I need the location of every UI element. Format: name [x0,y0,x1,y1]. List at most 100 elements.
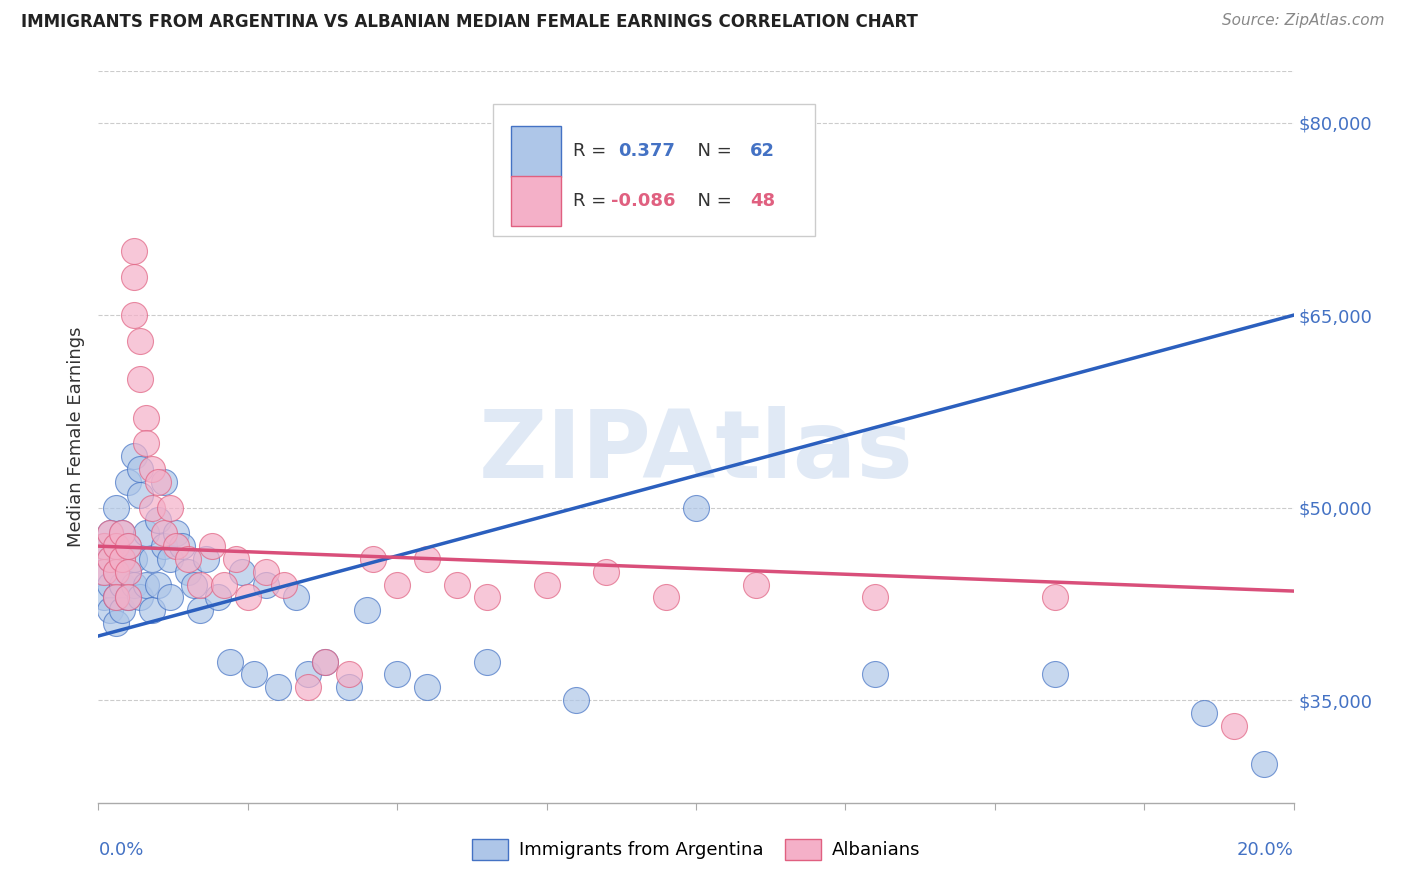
Point [111,526,134,541]
Point [148,577,170,591]
Point [141,552,163,566]
Point [111,552,134,566]
Point [141,462,163,476]
Point [105,539,128,553]
Point [416,681,439,695]
Point [135,526,157,541]
Point [98,526,122,541]
Point [165,526,187,541]
Point [416,552,439,566]
Text: ZIPAtlas: ZIPAtlas [478,406,914,498]
Point [153,475,176,489]
Point [124,577,146,591]
Point [111,603,134,617]
Point [117,475,139,489]
Point [124,450,146,464]
Point [172,539,194,553]
Point [117,591,139,605]
Point [98,577,122,591]
Point [105,591,128,605]
Point [183,577,205,591]
Point [105,565,128,579]
Point [148,514,170,528]
Text: R =: R = [572,143,617,161]
Point [93,591,115,605]
Point [188,577,211,591]
Point [201,539,224,553]
Point [315,655,337,669]
Point [117,565,139,579]
Point [475,591,498,605]
Point [243,667,266,681]
Point [124,552,146,566]
FancyBboxPatch shape [494,104,815,235]
Point [153,539,176,553]
Point [195,552,218,566]
Point [135,436,157,450]
Point [105,616,128,631]
Point [111,526,134,541]
Point [225,552,247,566]
Point [141,500,163,515]
Text: IMMIGRANTS FROM ARGENTINA VS ALBANIAN MEDIAN FEMALE EARNINGS CORRELATION CHART: IMMIGRANTS FROM ARGENTINA VS ALBANIAN ME… [21,13,918,31]
FancyBboxPatch shape [510,126,561,177]
Point [98,603,122,617]
Point [655,591,678,605]
Point [141,603,163,617]
Point [105,565,128,579]
Point [219,655,242,669]
Point [446,577,468,591]
Point [111,552,134,566]
Point [356,603,378,617]
Point [105,539,128,553]
Point [98,552,122,566]
Point [1223,719,1246,733]
Y-axis label: Median Female Earnings: Median Female Earnings [66,326,84,548]
Point [188,603,211,617]
Point [117,539,139,553]
Point [207,591,229,605]
Point [212,577,235,591]
Point [273,577,295,591]
Point [117,539,139,553]
Point [148,475,170,489]
Point [254,565,277,579]
Point [159,500,181,515]
Point [1253,757,1275,772]
Point [1043,667,1066,681]
Point [105,500,128,515]
Point [339,681,361,695]
Point [231,565,253,579]
Point [129,488,152,502]
Point [297,681,319,695]
Text: 0.377: 0.377 [619,143,675,161]
Point [117,591,139,605]
Point [685,500,707,515]
Point [105,591,128,605]
Point [129,334,152,348]
Point [1043,591,1066,605]
Point [745,577,768,591]
Point [475,655,498,669]
Point [536,577,558,591]
Point [385,667,409,681]
Point [236,591,259,605]
Text: -0.086: -0.086 [612,192,676,211]
Point [93,565,115,579]
Text: Source: ZipAtlas.com: Source: ZipAtlas.com [1222,13,1385,29]
Point [159,591,181,605]
Legend: Immigrants from Argentina, Albanians: Immigrants from Argentina, Albanians [464,831,928,867]
Point [129,372,152,386]
Point [865,591,887,605]
Point [159,552,181,566]
Point [363,552,385,566]
Point [865,667,887,681]
Point [595,565,617,579]
Point [98,552,122,566]
Text: N =: N = [686,143,738,161]
Point [177,552,200,566]
Point [93,539,115,553]
Point [124,269,146,284]
Point [124,308,146,322]
Point [98,526,122,541]
